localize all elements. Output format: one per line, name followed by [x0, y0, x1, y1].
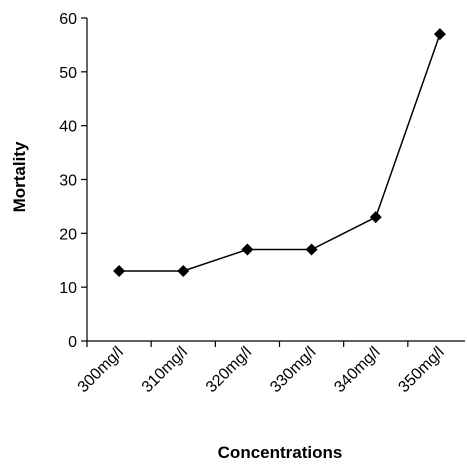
series: [113, 28, 446, 278]
x-tick-label: 350mg/l: [395, 344, 447, 396]
x-axis-title: Concentrations: [218, 443, 343, 462]
x-tick-label: 340mg/l: [331, 344, 383, 396]
series-line: [119, 33, 441, 272]
x-tick-label: 310mg/l: [139, 344, 191, 396]
data-point-marker: [177, 265, 190, 278]
data-point-marker: [433, 28, 446, 41]
y-tick-label: 50: [59, 65, 77, 82]
y-axis-title: Mortality: [10, 141, 29, 212]
x-tick-label: 320mg/l: [203, 344, 255, 396]
data-point-marker: [369, 211, 382, 224]
y-tick-label: 0: [68, 334, 77, 351]
data-point-marker: [113, 265, 126, 278]
x-tick-label: 330mg/l: [267, 344, 319, 396]
y-tick-label: 20: [59, 226, 77, 243]
y-ticks: 0 10 20 30 40 50 60: [59, 11, 87, 351]
y-tick-label: 10: [59, 280, 77, 297]
y-tick-label: 40: [59, 119, 77, 136]
x-ticks: 300mg/l 310mg/l 320mg/l 330mg/l 340mg/l 350mg…: [75, 341, 448, 396]
data-point-marker: [305, 243, 318, 256]
axes: [86, 18, 465, 342]
x-tick-label: 300mg/l: [75, 344, 127, 396]
y-tick-label: 30: [59, 173, 77, 190]
y-tick-label: 60: [59, 11, 77, 28]
data-point-marker: [241, 243, 254, 256]
